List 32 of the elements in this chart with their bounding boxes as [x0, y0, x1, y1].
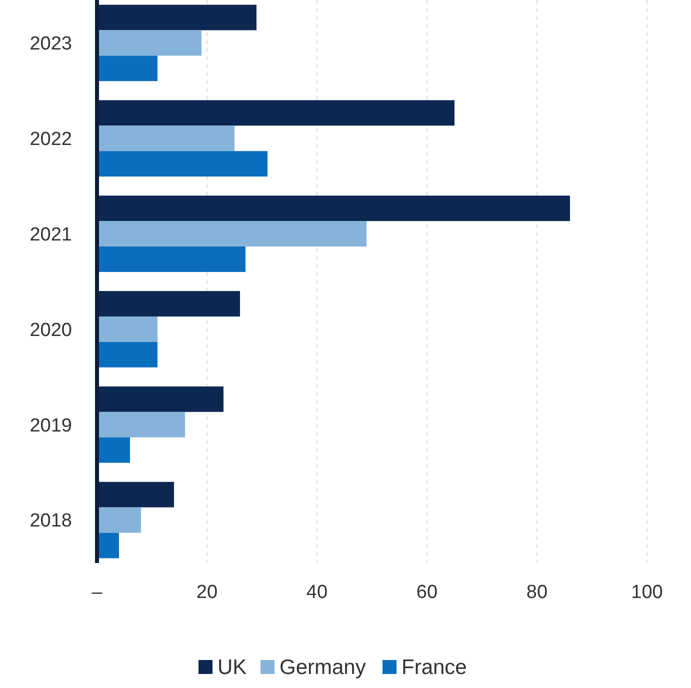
bar — [97, 437, 130, 463]
legend-label: France — [402, 656, 467, 679]
y-tick-label: 2019 — [30, 415, 72, 436]
bar — [97, 151, 268, 177]
bar — [97, 482, 174, 508]
x-tick-label: – — [92, 582, 103, 603]
legend-label: Germany — [280, 656, 366, 679]
bar — [97, 56, 158, 82]
x-tick-label: 40 — [306, 582, 328, 603]
bar — [97, 291, 240, 316]
y-tick-label: 2022 — [30, 129, 72, 150]
x-tick-label: 80 — [526, 582, 548, 603]
y-tick-label: 2018 — [30, 510, 72, 532]
legend-label: UK — [218, 656, 247, 679]
y-tick-label: 2020 — [30, 320, 72, 341]
bar — [97, 30, 202, 56]
x-tick-label: 100 — [631, 582, 663, 603]
bar — [97, 221, 366, 247]
bar — [97, 196, 570, 222]
bar — [97, 342, 158, 368]
y-tick-label: 2021 — [30, 224, 72, 246]
bar — [97, 100, 454, 126]
bar — [97, 246, 246, 272]
bar — [97, 4, 256, 30]
x-tick-label: 60 — [416, 582, 438, 603]
bar — [97, 316, 158, 342]
bar — [97, 507, 141, 533]
bar — [97, 386, 224, 412]
y-tick-label: 2023 — [30, 34, 72, 55]
bar — [97, 412, 185, 438]
bar — [97, 126, 234, 152]
x-tick-label: 20 — [196, 582, 218, 603]
